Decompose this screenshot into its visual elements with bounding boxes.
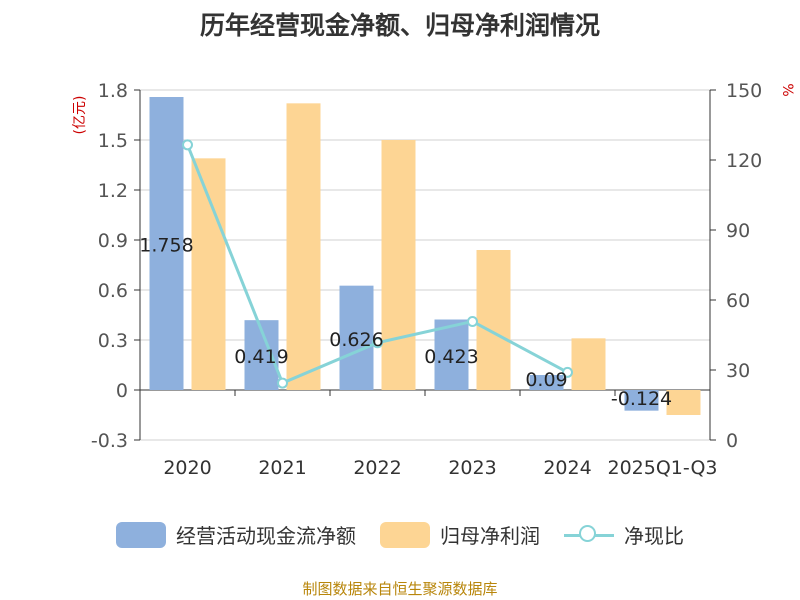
bar-cashflow	[529, 375, 564, 390]
point-ratio	[277, 377, 288, 389]
left-tick-label: 0	[116, 380, 128, 402]
left-tick-label: 1.2	[98, 180, 128, 202]
data-label-cashflow: 0.626	[329, 329, 383, 351]
legend-swatch-profit	[380, 521, 430, 548]
x-category-label: 2024	[543, 457, 591, 479]
right-tick-label: 120	[726, 150, 762, 172]
legend-item-cashflow[interactable]: 经营活动现金流净额	[116, 520, 356, 549]
point-ratio	[182, 139, 193, 151]
bar-cashflow	[339, 285, 374, 390]
bar-cashflow	[434, 319, 469, 390]
data-label-cashflow: 1.758	[139, 235, 193, 257]
data-label-cashflow: 0.09	[525, 369, 567, 391]
point-ratio	[467, 315, 478, 327]
legend-label-profit: 归母净利润	[440, 524, 540, 548]
bar-profit	[476, 250, 511, 390]
bar-profit	[191, 158, 226, 390]
legend-label-ratio: 净现比	[624, 524, 684, 548]
right-tick-label: 150	[726, 80, 762, 102]
left-tick-label: -0.3	[91, 430, 128, 452]
left-tick-label: 1.5	[98, 130, 128, 152]
legend-label-cashflow: 经营活动现金流净额	[176, 524, 356, 548]
bar-profit	[286, 103, 321, 390]
point-ratio	[562, 366, 573, 378]
left-tick-label: 0.3	[98, 330, 128, 352]
chart-legend: 经营活动现金流净额 归母净利润 净现比	[0, 520, 800, 549]
x-category-label: 2020	[163, 457, 211, 479]
legend-item-profit[interactable]: 归母净利润	[380, 520, 540, 549]
x-category-label: 2022	[353, 457, 401, 479]
bar-profit	[381, 140, 416, 390]
left-tick-label: 0.6	[98, 280, 128, 302]
x-category-label: 2025Q1-Q3	[608, 457, 718, 479]
bar-profit	[666, 390, 701, 415]
left-tick-label: 1.8	[98, 80, 128, 102]
data-source-note: 制图数据来自恒生聚源数据库	[302, 580, 498, 598]
bar-profit	[571, 338, 606, 390]
legend-swatch-cashflow	[116, 521, 166, 548]
left-tick-label: 0.9	[98, 230, 128, 252]
right-tick-label: 60	[726, 290, 750, 312]
point-ratio	[372, 337, 383, 349]
right-tick-label: 0	[726, 430, 738, 452]
left-axis-unit: (亿元)	[72, 96, 88, 135]
data-label-cashflow: -0.124	[611, 388, 672, 410]
x-category-label: 2021	[258, 457, 306, 479]
data-label-cashflow: 0.419	[234, 346, 288, 368]
right-tick-label: 90	[726, 220, 750, 242]
legend-item-ratio[interactable]: 净现比	[564, 520, 684, 549]
x-category-label: 2023	[448, 457, 496, 479]
right-tick-label: 30	[726, 360, 750, 382]
legend-swatch-ratio	[564, 522, 614, 548]
bar-cashflow	[624, 390, 659, 411]
bar-cashflow	[149, 97, 184, 390]
chart-title: 历年经营现金净额、归母净利润情况	[199, 11, 600, 40]
right-axis-unit: %	[779, 83, 795, 96]
data-label-cashflow: 0.423	[424, 346, 478, 368]
